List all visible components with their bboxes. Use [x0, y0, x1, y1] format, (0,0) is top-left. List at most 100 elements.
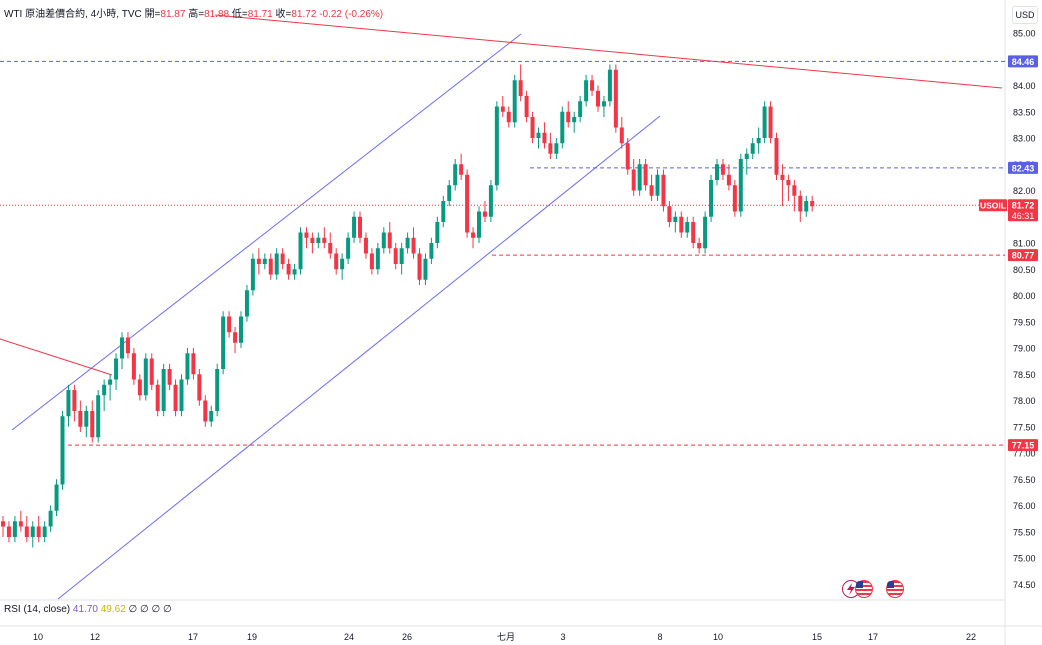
candle	[607, 64, 612, 107]
candle-body	[6, 526, 11, 537]
us-flag-icon[interactable]	[855, 580, 873, 598]
open-label: 開=	[144, 9, 161, 20]
candle-body	[673, 216, 678, 222]
candle-body	[268, 258, 273, 275]
candle	[209, 405, 214, 427]
candle	[6, 521, 11, 543]
candle-body	[316, 237, 321, 243]
change-value: -0.22 (-0.26%)	[319, 9, 384, 20]
candle	[137, 374, 142, 401]
candle	[274, 248, 279, 280]
candle	[578, 96, 583, 123]
candle-body	[173, 384, 178, 411]
symbol-tag-bg	[979, 199, 1007, 212]
candle	[619, 117, 624, 149]
level-badge-1-text: 84.46	[1012, 57, 1035, 67]
candle	[363, 232, 368, 259]
candle-body	[649, 185, 654, 196]
candle-body	[703, 216, 708, 249]
price-tick-label: 78.50	[1013, 370, 1036, 380]
candle-body	[155, 384, 160, 411]
candle-body	[590, 80, 595, 91]
candle	[530, 111, 535, 144]
candle	[756, 127, 761, 154]
date-tick-label: 17	[188, 632, 198, 642]
candle	[429, 237, 434, 264]
candle-body	[732, 185, 737, 212]
rsi-legend[interactable]: RSI (14, close) 41.70 49.62 ∅ ∅ ∅ ∅	[4, 604, 172, 615]
candle	[732, 180, 737, 217]
candle-body	[697, 243, 702, 249]
candle	[250, 253, 255, 296]
countdown-text: 46:31	[1012, 211, 1035, 221]
candle	[96, 390, 101, 443]
candle-body	[340, 258, 345, 270]
candle	[471, 227, 476, 249]
candle-body	[518, 80, 523, 96]
candle	[143, 353, 148, 401]
candle	[685, 216, 690, 238]
candle	[810, 195, 815, 212]
candle	[310, 232, 315, 254]
candle-body	[399, 248, 404, 264]
candle-body	[102, 384, 107, 396]
price-tick-label: 76.50	[1013, 475, 1036, 485]
high-label: 高=	[188, 9, 205, 20]
candle-body	[179, 379, 184, 411]
candle	[54, 479, 59, 516]
candle-body	[209, 411, 214, 422]
candle	[131, 348, 136, 385]
price-tick-label: 81.00	[1013, 239, 1036, 249]
candle	[84, 405, 89, 438]
candle-body	[715, 164, 719, 180]
candle	[792, 180, 797, 212]
candle	[715, 159, 719, 186]
candle-body	[435, 222, 440, 243]
candle-body	[441, 201, 446, 222]
candle	[631, 159, 636, 196]
candle	[346, 232, 351, 264]
candle	[720, 159, 725, 180]
candle-body	[500, 106, 505, 112]
candle-body	[584, 80, 589, 102]
candle-body	[24, 526, 29, 537]
candle	[221, 311, 226, 375]
candle-body	[167, 369, 172, 385]
candle-body	[726, 174, 731, 186]
price-tick-label: 85.00	[1013, 29, 1036, 39]
candle-body	[375, 248, 380, 270]
currency-button[interactable]: USD	[1012, 6, 1038, 24]
us-flag-icon[interactable]	[886, 580, 904, 598]
candle-body	[18, 521, 23, 527]
high-value: 81.88	[204, 9, 230, 20]
candle-body	[203, 400, 208, 422]
candle	[590, 75, 595, 96]
candle-body	[292, 269, 297, 275]
candle-body	[691, 222, 696, 243]
candle-body	[149, 358, 154, 385]
candle	[1, 516, 5, 537]
candle	[215, 363, 220, 417]
candle-body	[429, 243, 434, 259]
candle	[18, 510, 23, 532]
level-badge-4-bg	[1008, 439, 1038, 452]
candle-body	[417, 253, 422, 280]
candle	[512, 75, 517, 128]
candle-body	[280, 253, 285, 264]
candle-body	[768, 106, 773, 138]
price-tick-label: 79.00	[1013, 344, 1036, 354]
candle	[465, 169, 470, 238]
candle-body	[191, 353, 196, 375]
candle	[709, 174, 714, 222]
candle	[477, 206, 481, 243]
candle-body	[66, 390, 71, 417]
candle	[108, 374, 113, 401]
candle	[387, 222, 392, 254]
candle-body	[262, 258, 267, 264]
candle-body	[185, 353, 190, 380]
candle-body	[137, 379, 142, 396]
candle	[155, 379, 160, 417]
candle-body	[143, 358, 148, 396]
